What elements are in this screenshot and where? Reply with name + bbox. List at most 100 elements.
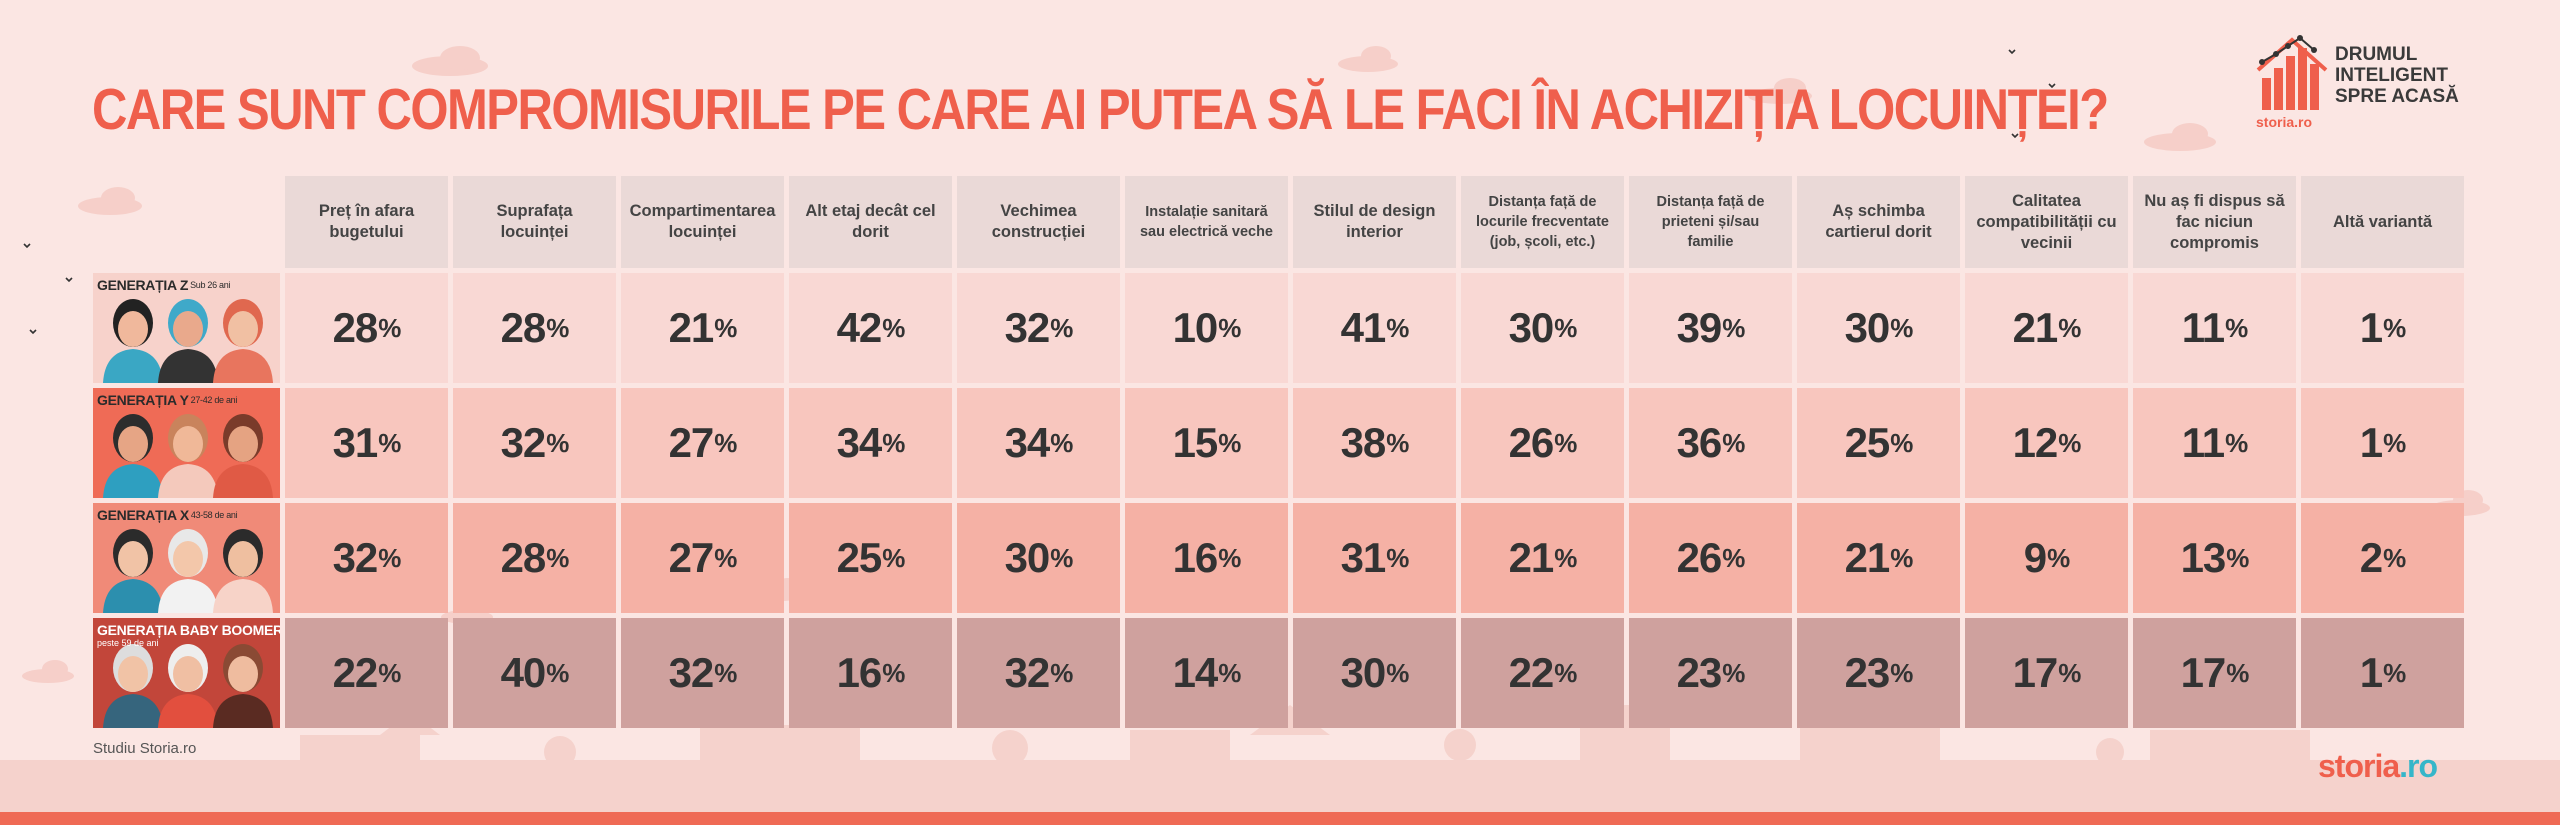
generation-label: GENERAȚIA Z Sub 26 ani: [97, 277, 230, 293]
generation-name: GENERAȚIA X: [97, 507, 189, 523]
value-unit: %: [1218, 312, 1241, 343]
value-number: 32: [332, 534, 379, 581]
value-unit: %: [1890, 542, 1913, 573]
house-chart-icon: [2256, 35, 2328, 110]
value-cell: 15%: [1125, 388, 1288, 498]
value-cell: 13%: [2133, 503, 2296, 613]
column-header: Calitatea compatibilității cu vecinii: [1965, 176, 2128, 268]
value-unit: %: [714, 312, 737, 343]
value-number: 31: [1340, 534, 1387, 581]
value-number: 12: [2012, 419, 2059, 466]
value-cell: 1%: [2301, 388, 2464, 498]
value-cell: 26%: [1461, 388, 1624, 498]
column-header: Altă variantă: [2301, 176, 2464, 268]
value-number: 21: [668, 304, 715, 351]
value-number: 32: [668, 649, 715, 696]
value-cell: 28%: [285, 273, 448, 383]
value-unit: %: [882, 657, 905, 688]
generation-age: Sub 26 ani: [190, 280, 231, 290]
value-number: 14: [1172, 649, 1219, 696]
value-cell: 30%: [1461, 273, 1624, 383]
value-number: 11: [2181, 419, 2225, 466]
value-cell: 21%: [1797, 503, 1960, 613]
value-number: 26: [1676, 534, 1723, 581]
brand-line-3: spre acasă: [2335, 86, 2459, 107]
table-row: GENERAȚIA X 43-58 de ani 32% 28% 27% 25% 30% 16…: [93, 503, 2464, 613]
value-unit: %: [2225, 427, 2248, 458]
value-unit: %: [378, 427, 401, 458]
value-number: 21: [2012, 304, 2059, 351]
value-number: 28: [500, 534, 547, 581]
value-unit: %: [2058, 427, 2081, 458]
value-number: 1: [2359, 649, 2383, 696]
value-unit: %: [1890, 312, 1913, 343]
column-header: Distanța față de prieteni și/sau familie: [1629, 176, 1792, 268]
value-number: 30: [1340, 649, 1387, 696]
value-number: 2: [2359, 534, 2383, 581]
source-note: Studiu Storia.ro: [93, 740, 197, 757]
value-cell: 23%: [1629, 618, 1792, 728]
value-cell: 38%: [1293, 388, 1456, 498]
value-unit: %: [2383, 657, 2406, 688]
value-unit: %: [1050, 657, 1073, 688]
value-number: 38: [1340, 419, 1387, 466]
value-cell: 12%: [1965, 388, 2128, 498]
generation-cell: GENERAȚIA Y 27-42 de ani: [93, 388, 280, 498]
brand-logo: Drumul Inteligent spre acasă storia.ro: [2254, 30, 2484, 140]
value-cell: 42%: [789, 273, 952, 383]
value-unit: %: [1554, 542, 1577, 573]
value-unit: %: [2383, 312, 2406, 343]
generation-age: 43-58 de ani: [190, 510, 238, 520]
value-unit: %: [1554, 312, 1577, 343]
bottom-bar: [0, 812, 2560, 825]
value-cell: 21%: [1965, 273, 2128, 383]
value-cell: 27%: [621, 388, 784, 498]
value-cell: 31%: [285, 388, 448, 498]
value-number: 32: [1004, 304, 1051, 351]
brand-sub: storia.ro: [2256, 114, 2313, 130]
value-number: 31: [332, 419, 379, 466]
generation-label: GENERAȚIA BABY BOOMERS: [97, 622, 280, 638]
value-cell: 32%: [957, 618, 1120, 728]
value-number: 17: [2180, 649, 2227, 696]
table-header-row: Preț în afara bugetului Suprafața locuin…: [285, 176, 2464, 268]
value-number: 32: [1004, 649, 1051, 696]
value-number: 16: [1172, 534, 1219, 581]
value-unit: %: [2383, 427, 2406, 458]
value-cell: 10%: [1125, 273, 1288, 383]
value-cell: 40%: [453, 618, 616, 728]
value-cell: 11%: [2133, 388, 2296, 498]
value-unit: %: [714, 657, 737, 688]
value-unit: %: [1386, 312, 1409, 343]
value-cell: 28%: [453, 503, 616, 613]
generation-name: GENERAȚIA BABY BOOMERS: [97, 622, 280, 638]
value-cell: 30%: [957, 503, 1120, 613]
value-cell: 27%: [621, 503, 784, 613]
page-title: Care sunt compromisurile pe care ai pute…: [92, 78, 2109, 142]
value-cell: 17%: [2133, 618, 2296, 728]
value-cell: 25%: [1797, 388, 1960, 498]
value-number: 25: [836, 534, 883, 581]
people-illustration-icon: [93, 388, 280, 498]
value-number: 34: [836, 419, 883, 466]
value-number: 17: [2012, 649, 2059, 696]
value-unit: %: [1554, 657, 1577, 688]
value-unit: %: [546, 427, 569, 458]
value-number: 10: [1172, 304, 1219, 351]
value-unit: %: [378, 657, 401, 688]
value-cell: 14%: [1125, 618, 1288, 728]
value-unit: %: [2047, 542, 2070, 573]
footer-logo-main: storia: [2318, 748, 2400, 784]
value-unit: %: [2225, 312, 2248, 343]
table-row: GENERAȚIA BABY BOOMERS peste 59 de ani 22%…: [93, 618, 2464, 728]
value-number: 21: [1508, 534, 1555, 581]
footer-logo-suffix: .ro: [2399, 748, 2438, 784]
column-header: Alt etaj decât cel dorit: [789, 176, 952, 268]
value-cell: 25%: [789, 503, 952, 613]
value-number: 32: [500, 419, 547, 466]
value-unit: %: [2058, 657, 2081, 688]
value-cell: 16%: [1125, 503, 1288, 613]
value-cell: 30%: [1797, 273, 1960, 383]
value-number: 22: [332, 649, 379, 696]
